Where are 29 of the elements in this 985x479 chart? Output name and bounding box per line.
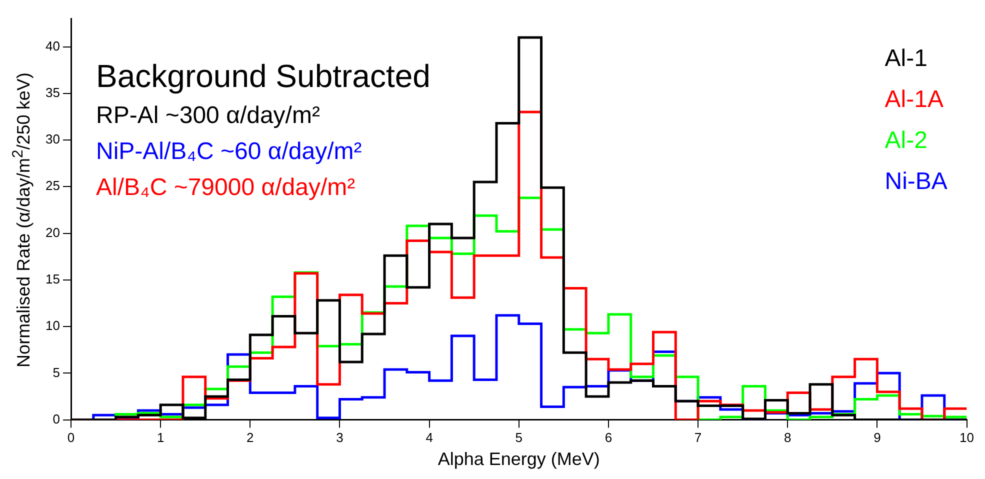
y-tick-label: 0 [52,411,60,426]
x-tick-label: 0 [67,430,75,446]
y-tick-label: 25 [46,178,60,194]
y-tick-label: 15 [46,271,60,286]
text: Ni-BA [884,168,948,195]
text: Al-2 [884,126,928,154]
annotation: NiP-Al/B₄C ~60 α/day/m² [96,138,362,165]
text: Al-1A [884,86,944,113]
x-axis-title: Alpha Energy (MeV) [438,449,600,470]
annotation: Al/B₄C ~79000 α/day/m² [96,174,356,201]
x-tick-label: 4 [426,430,433,446]
x-tick-label: 2 [246,430,254,446]
y-tick-label: 40 [46,38,60,54]
x-tick-label: 3 [336,430,344,446]
annotation: RP-Al ~300 α/day/m² [96,102,320,129]
x-tick-label: 1 [156,430,164,446]
y-tick-label: 30 [46,132,60,147]
y-tick-label: 20 [46,224,60,240]
x-tick-label: 5 [515,430,522,446]
x-tick-label: 7 [694,430,702,446]
y-tick-label: 10 [46,318,60,334]
annotation: Background Subtracted [96,58,430,94]
text: Al-1 [884,44,928,72]
x-tick-label: 8 [784,430,792,446]
y-tick-label: 5 [52,364,60,380]
x-tick-label: 9 [874,430,881,446]
x-tick-label: 6 [604,430,612,446]
y-tick-label: 35 [46,84,60,100]
x-tick-label: 10 [960,430,974,446]
